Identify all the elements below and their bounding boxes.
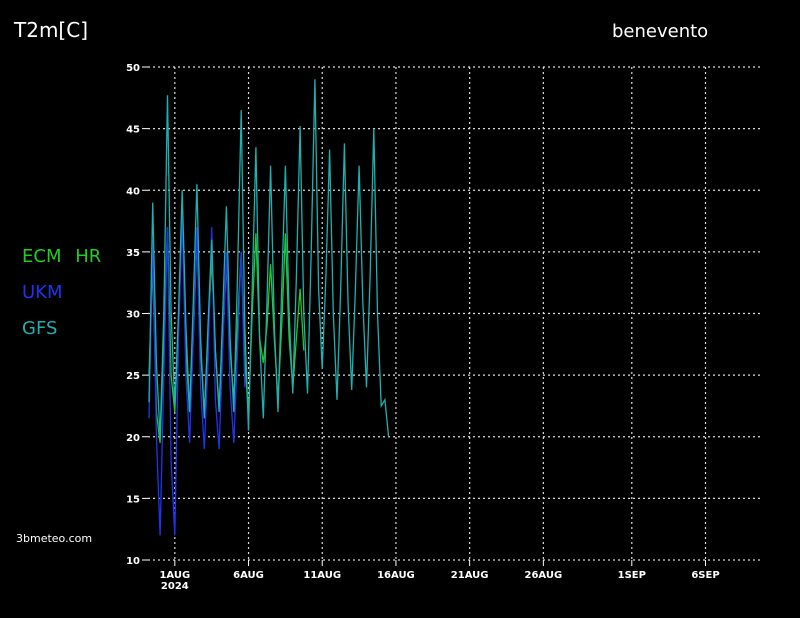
x-tick-label: 6SEP — [691, 570, 719, 581]
y-tick-label: 50 — [126, 63, 140, 74]
x-tick-label: 26AUG — [525, 570, 563, 581]
legend-entry: GFS — [22, 318, 57, 339]
y-tick-label: 35 — [126, 248, 140, 259]
y-tick-label: 25 — [126, 371, 140, 382]
x-tick-label: 1SEP — [618, 570, 646, 581]
x-tick-label: 1AUG — [159, 570, 190, 581]
y-tick-label: 45 — [126, 125, 140, 136]
y-tick-label: 15 — [126, 494, 140, 505]
y-tick-label: 20 — [126, 433, 140, 444]
y-tick-label: 10 — [126, 556, 140, 567]
series-line — [148, 79, 390, 437]
source: 3bmeteo.com — [16, 532, 92, 545]
y-tick-label: 30 — [126, 310, 140, 321]
x-tick-label: 21AUG — [451, 570, 489, 581]
y-tick-label: 40 — [126, 186, 140, 197]
legend-entry: UKM — [22, 282, 63, 303]
x-tick-label: 6AUG — [233, 570, 264, 581]
legend-entry: ECM HR — [22, 246, 101, 267]
chart-title: T2m[C] — [13, 18, 88, 42]
x-tick-label: 11AUG — [303, 570, 341, 581]
x-year-label: 2024 — [161, 581, 189, 592]
x-tick-label: 16AUG — [377, 570, 415, 581]
series-line — [148, 214, 246, 536]
location: benevento — [612, 21, 708, 42]
